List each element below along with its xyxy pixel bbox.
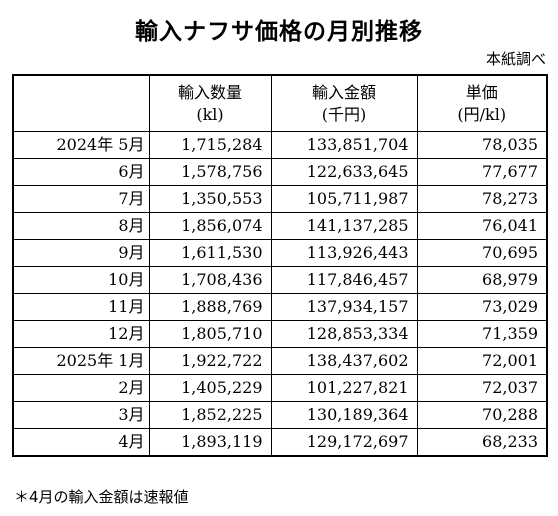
header-quantity-label: 輸入数量 (177, 82, 242, 102)
cell-unit-price: 72,037 (416, 374, 548, 402)
cell-period: 6月 (12, 158, 150, 186)
cell-amount: 130,189,364 (270, 401, 418, 429)
cell-quantity: 1,405,229 (148, 374, 272, 402)
header-amount-unit: (千円) (321, 104, 367, 124)
cell-unit-price: 77,677 (416, 158, 548, 186)
cell-quantity: 1,852,225 (148, 401, 272, 429)
header-unit-price-unit: (円/kl) (457, 104, 507, 124)
cell-unit-price: 70,288 (416, 401, 548, 429)
header-unit-price-label: 単価 (465, 82, 498, 102)
cell-period: 4月 (12, 428, 150, 457)
cell-amount: 138,437,602 (270, 347, 418, 375)
cell-amount: 105,711,987 (270, 185, 418, 213)
table-row: 8月 1,856,074 141,137,285 76,041 (12, 212, 548, 240)
cell-period: 7月 (12, 185, 150, 213)
table-row: 3月 1,852,225 130,189,364 70,288 (12, 401, 548, 429)
cell-amount: 122,633,645 (270, 158, 418, 186)
cell-period: 12月 (12, 320, 150, 348)
cell-quantity: 1,715,284 (148, 131, 272, 159)
header-period (12, 74, 150, 132)
cell-unit-price: 71,359 (416, 320, 548, 348)
cell-quantity: 1,893,119 (148, 428, 272, 457)
cell-unit-price: 76,041 (416, 212, 548, 240)
table-row: 2025年 1月 1,922,722 138,437,602 72,001 (12, 347, 548, 375)
cell-unit-price: 70,695 (416, 239, 548, 267)
table-row: 2024年 5月 1,715,284 133,851,704 78,035 (12, 131, 548, 159)
cell-quantity: 1,578,756 (148, 158, 272, 186)
cell-quantity: 1,805,710 (148, 320, 272, 348)
cell-amount: 141,137,285 (270, 212, 418, 240)
cell-amount: 117,846,457 (270, 266, 418, 294)
table-row: 6月 1,578,756 122,633,645 77,677 (12, 158, 548, 186)
cell-period: 2月 (12, 374, 150, 402)
table-row: 11月 1,888,769 137,934,157 73,029 (12, 293, 548, 321)
cell-unit-price: 78,035 (416, 131, 548, 159)
header-amount: 輸入金額 (千円) (270, 74, 418, 132)
naphtha-price-table: 輸入数量 (kl) 輸入金額 (千円) 単価 (円/kl) 2024年 5月 1… (12, 74, 548, 457)
cell-period: 8月 (12, 212, 150, 240)
cell-quantity: 1,922,722 (148, 347, 272, 375)
header-amount-label: 輸入金額 (311, 82, 376, 102)
cell-unit-price: 78,273 (416, 185, 548, 213)
cell-period: 2024年 5月 (12, 131, 150, 159)
header-quantity: 輸入数量 (kl) (148, 74, 272, 132)
header-quantity-unit: (kl) (196, 104, 224, 124)
cell-amount: 133,851,704 (270, 131, 418, 159)
table-row: 7月 1,350,553 105,711,987 78,273 (12, 185, 548, 213)
footnote: ＊4月の輸入金額は速報値 (14, 488, 189, 506)
cell-amount: 113,926,443 (270, 239, 418, 267)
cell-period: 2025年 1月 (12, 347, 150, 375)
cell-quantity: 1,708,436 (148, 266, 272, 294)
cell-unit-price: 68,233 (416, 428, 548, 457)
cell-quantity: 1,611,530 (148, 239, 272, 267)
page-title: 輸入ナフサ価格の月別推移 (135, 19, 423, 45)
cell-unit-price: 72,001 (416, 347, 548, 375)
table-row: 10月 1,708,436 117,846,457 68,979 (12, 266, 548, 294)
cell-amount: 128,853,334 (270, 320, 418, 348)
cell-amount: 137,934,157 (270, 293, 418, 321)
cell-period: 3月 (12, 401, 150, 429)
cell-quantity: 1,350,553 (148, 185, 272, 213)
table-row: 4月 1,893,119 129,172,697 68,233 (12, 428, 548, 457)
cell-period: 9月 (12, 239, 150, 267)
table-header-row: 輸入数量 (kl) 輸入金額 (千円) 単価 (円/kl) (12, 74, 548, 132)
header-unit-price: 単価 (円/kl) (416, 74, 548, 132)
cell-quantity: 1,856,074 (148, 212, 272, 240)
table-row: 9月 1,611,530 113,926,443 70,695 (12, 239, 548, 267)
cell-amount: 129,172,697 (270, 428, 418, 457)
cell-period: 10月 (12, 266, 150, 294)
cell-unit-price: 73,029 (416, 293, 548, 321)
table-row: 12月 1,805,710 128,853,334 71,359 (12, 320, 548, 348)
cell-quantity: 1,888,769 (148, 293, 272, 321)
cell-period: 11月 (12, 293, 150, 321)
cell-unit-price: 68,979 (416, 266, 548, 294)
source-credit: 本紙調べ (485, 50, 546, 68)
cell-amount: 101,227,821 (270, 374, 418, 402)
table-row: 2月 1,405,229 101,227,821 72,037 (12, 374, 548, 402)
